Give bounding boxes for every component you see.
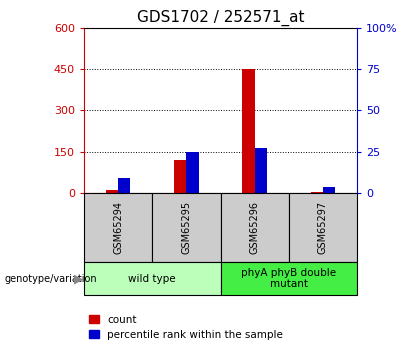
Title: GDS1702 / 252571_at: GDS1702 / 252571_at: [137, 10, 304, 26]
Bar: [152, 193, 221, 262]
Legend: count, percentile rank within the sample: count, percentile rank within the sample: [89, 315, 283, 340]
Text: wild type: wild type: [129, 274, 176, 284]
Bar: [84, 262, 220, 295]
Text: GSM65296: GSM65296: [249, 201, 260, 254]
Text: genotype/variation: genotype/variation: [4, 274, 97, 284]
Bar: [186, 152, 199, 193]
Bar: [84, 193, 152, 262]
Bar: [311, 192, 323, 193]
Bar: [220, 193, 289, 262]
Bar: [255, 148, 267, 193]
Text: GSM65295: GSM65295: [181, 201, 192, 254]
Text: GSM65294: GSM65294: [113, 201, 123, 254]
Bar: [220, 262, 357, 295]
Bar: [242, 69, 255, 193]
Bar: [118, 178, 131, 193]
Bar: [106, 190, 118, 193]
Bar: [174, 160, 186, 193]
Bar: [323, 187, 335, 193]
Text: phyA phyB double
mutant: phyA phyB double mutant: [241, 268, 336, 289]
Text: GSM65297: GSM65297: [318, 201, 328, 254]
Bar: [289, 193, 357, 262]
Text: ▶: ▶: [74, 272, 83, 285]
